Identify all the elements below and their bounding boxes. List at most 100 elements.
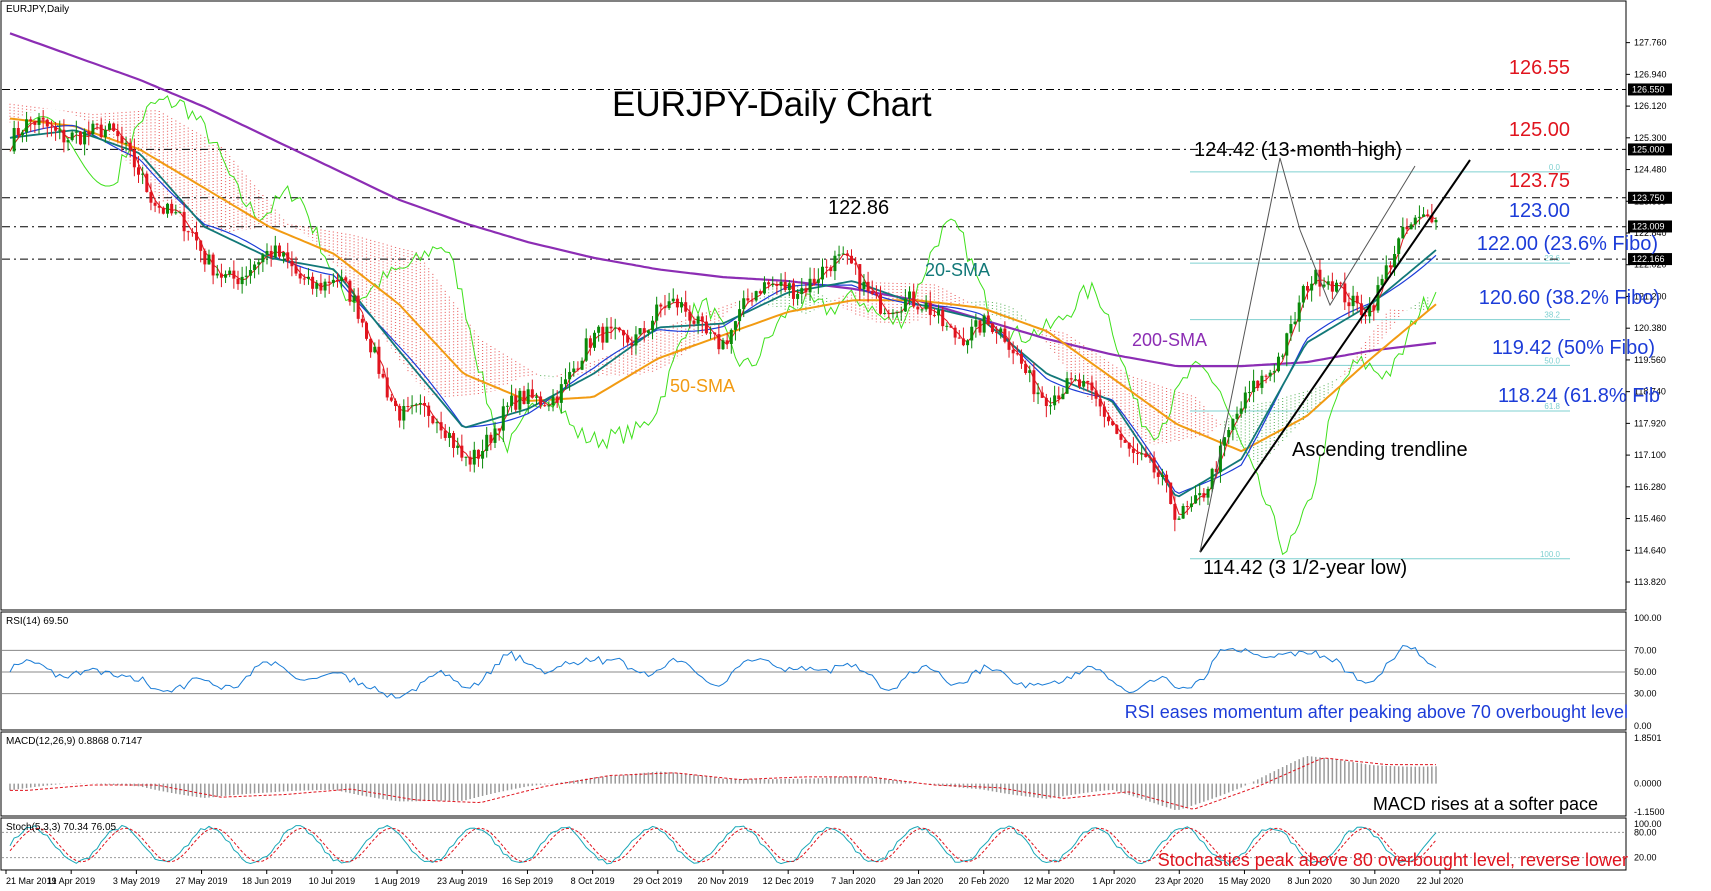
candle-body	[1061, 393, 1065, 400]
candle-body	[1003, 328, 1007, 342]
candle-body	[1289, 324, 1293, 334]
candle-body	[224, 274, 228, 278]
candle-body	[1152, 457, 1156, 473]
candle-body	[758, 291, 762, 294]
candle-body	[311, 276, 315, 289]
kijun-line	[9, 124, 1437, 494]
zigzag-line	[1199, 157, 1416, 553]
candle-body	[1326, 281, 1330, 285]
annotation-jan-peak: 122.86	[828, 197, 889, 219]
date-tick-label: 23 Apr 2020	[1155, 876, 1204, 886]
candle-body	[957, 337, 961, 339]
candle-body	[199, 240, 203, 251]
fibo-tag: 61.8	[1544, 402, 1560, 411]
candle-body	[1082, 380, 1086, 387]
candle-body	[207, 254, 211, 265]
candle-body	[775, 284, 779, 286]
candle-body	[277, 245, 281, 257]
candle-body	[49, 126, 53, 128]
candle-body	[953, 327, 957, 338]
annotation-low: 114.42 (3 1/2-year low)	[1203, 557, 1407, 579]
candle-body	[1069, 378, 1073, 380]
candle-body	[1335, 282, 1339, 292]
candle-body	[335, 279, 339, 282]
candle-body	[186, 231, 190, 233]
candle-body	[692, 320, 696, 324]
candle-body	[1380, 278, 1384, 286]
candle-body	[1173, 503, 1177, 520]
rsi-tick-label: 50.00	[1634, 667, 1657, 677]
rsi-tick-label: 30.00	[1634, 689, 1657, 699]
candle-body	[385, 377, 389, 398]
candle-body	[1364, 315, 1368, 317]
macd-header: MACD(12,26,9) 0.8868 0.7147	[6, 736, 143, 747]
price-tick-label: 119.560	[1634, 355, 1666, 365]
candle-body	[1347, 302, 1351, 307]
candle-body	[248, 270, 252, 276]
candle-body	[1086, 380, 1090, 383]
ascending-trendline	[1199, 159, 1471, 553]
candle-body	[1185, 506, 1189, 508]
candle-body	[874, 293, 878, 295]
candle-body	[1297, 302, 1301, 322]
candle-body	[858, 264, 862, 290]
candle-body	[195, 232, 199, 241]
candle-body	[1384, 265, 1388, 279]
candle-body	[203, 250, 207, 265]
candle-body	[883, 313, 887, 315]
candle-body	[107, 123, 111, 130]
candle-body	[1314, 269, 1318, 284]
price-level-box-label: 126.550	[1632, 84, 1665, 94]
candle-body	[1111, 421, 1115, 426]
price-level-boxes: 126.550 125.000 123.750 123.009 122.166	[1628, 83, 1672, 266]
candle-body	[999, 328, 1003, 333]
candle-body	[771, 284, 775, 286]
date-tick-label: 20 Feb 2020	[958, 876, 1009, 886]
level-label-123-75: 123.75	[1509, 170, 1570, 192]
candle-body	[103, 129, 107, 138]
level-label-fibo-23-6: 122.00 (23.6% Fibo)	[1477, 233, 1658, 255]
candle-body	[497, 428, 501, 431]
candle-body	[1401, 226, 1405, 239]
candle-body	[414, 404, 418, 406]
label-200-sma: 200-SMA	[1132, 330, 1207, 350]
candle-body	[742, 298, 746, 310]
date-tick-label: 18 Jun 2019	[242, 876, 292, 886]
candle-body	[920, 309, 924, 311]
candle-body	[439, 422, 443, 431]
price-tick-label: 114.640	[1634, 545, 1666, 555]
candle-body	[228, 270, 232, 275]
candle-body	[675, 298, 679, 308]
candle-body	[356, 295, 360, 319]
rsi-panel-frame	[0, 611, 1627, 731]
candle-body	[381, 373, 385, 378]
candle-body	[870, 291, 874, 294]
candle-body	[937, 310, 941, 316]
date-tick-label: 12 Dec 2019	[763, 876, 814, 886]
candle-body	[879, 294, 883, 314]
macd-panel-frame	[0, 731, 1627, 817]
candle-body	[112, 123, 116, 131]
candle-body	[850, 255, 854, 264]
macd-note: MACD rises at a softer pace	[1373, 794, 1598, 814]
candle-body	[485, 434, 489, 451]
date-tick-label: 12 Mar 2020	[1024, 876, 1075, 886]
candle-body	[816, 279, 820, 283]
price-tick-label: 121.200	[1634, 291, 1667, 301]
candle-body	[912, 291, 916, 307]
candle-body	[501, 406, 505, 431]
candle-body	[1305, 285, 1309, 291]
candle-body	[29, 119, 33, 122]
candle-body	[389, 397, 393, 401]
fibo-tag: 38.2	[1544, 311, 1560, 320]
stoch-header: Stoch(5,3,3) 70.34 76.05	[6, 822, 117, 833]
candle-body	[866, 281, 870, 292]
candle-body	[1343, 283, 1347, 303]
candle-body	[377, 346, 381, 374]
candle-body	[1285, 333, 1289, 356]
candle-body	[530, 389, 534, 398]
candle-body	[431, 415, 435, 424]
date-tick-label: 23 Aug 2019	[437, 876, 488, 886]
rsi-indicator	[2, 644, 1626, 699]
